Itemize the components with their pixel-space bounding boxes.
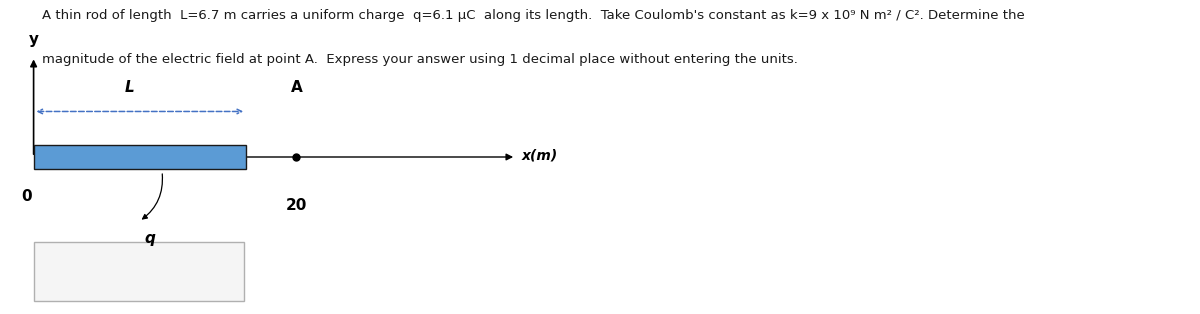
Text: 20: 20 [286,198,307,213]
Text: y: y [29,32,38,47]
Bar [34,145,246,169]
Text: L: L [125,80,134,95]
Bar [34,242,244,301]
Text: x(m): x(m) [522,149,558,162]
Text: q: q [144,231,156,246]
Text: 0: 0 [22,189,31,204]
Text: magnitude of the electric field at point A.  Express your answer using 1 decimal: magnitude of the electric field at point… [42,53,798,66]
Text: A: A [290,80,302,95]
Text: A thin rod of length  L=6.7 m carries a uniform charge  q=6.1 μC  along its leng: A thin rod of length L=6.7 m carries a u… [42,9,1025,22]
